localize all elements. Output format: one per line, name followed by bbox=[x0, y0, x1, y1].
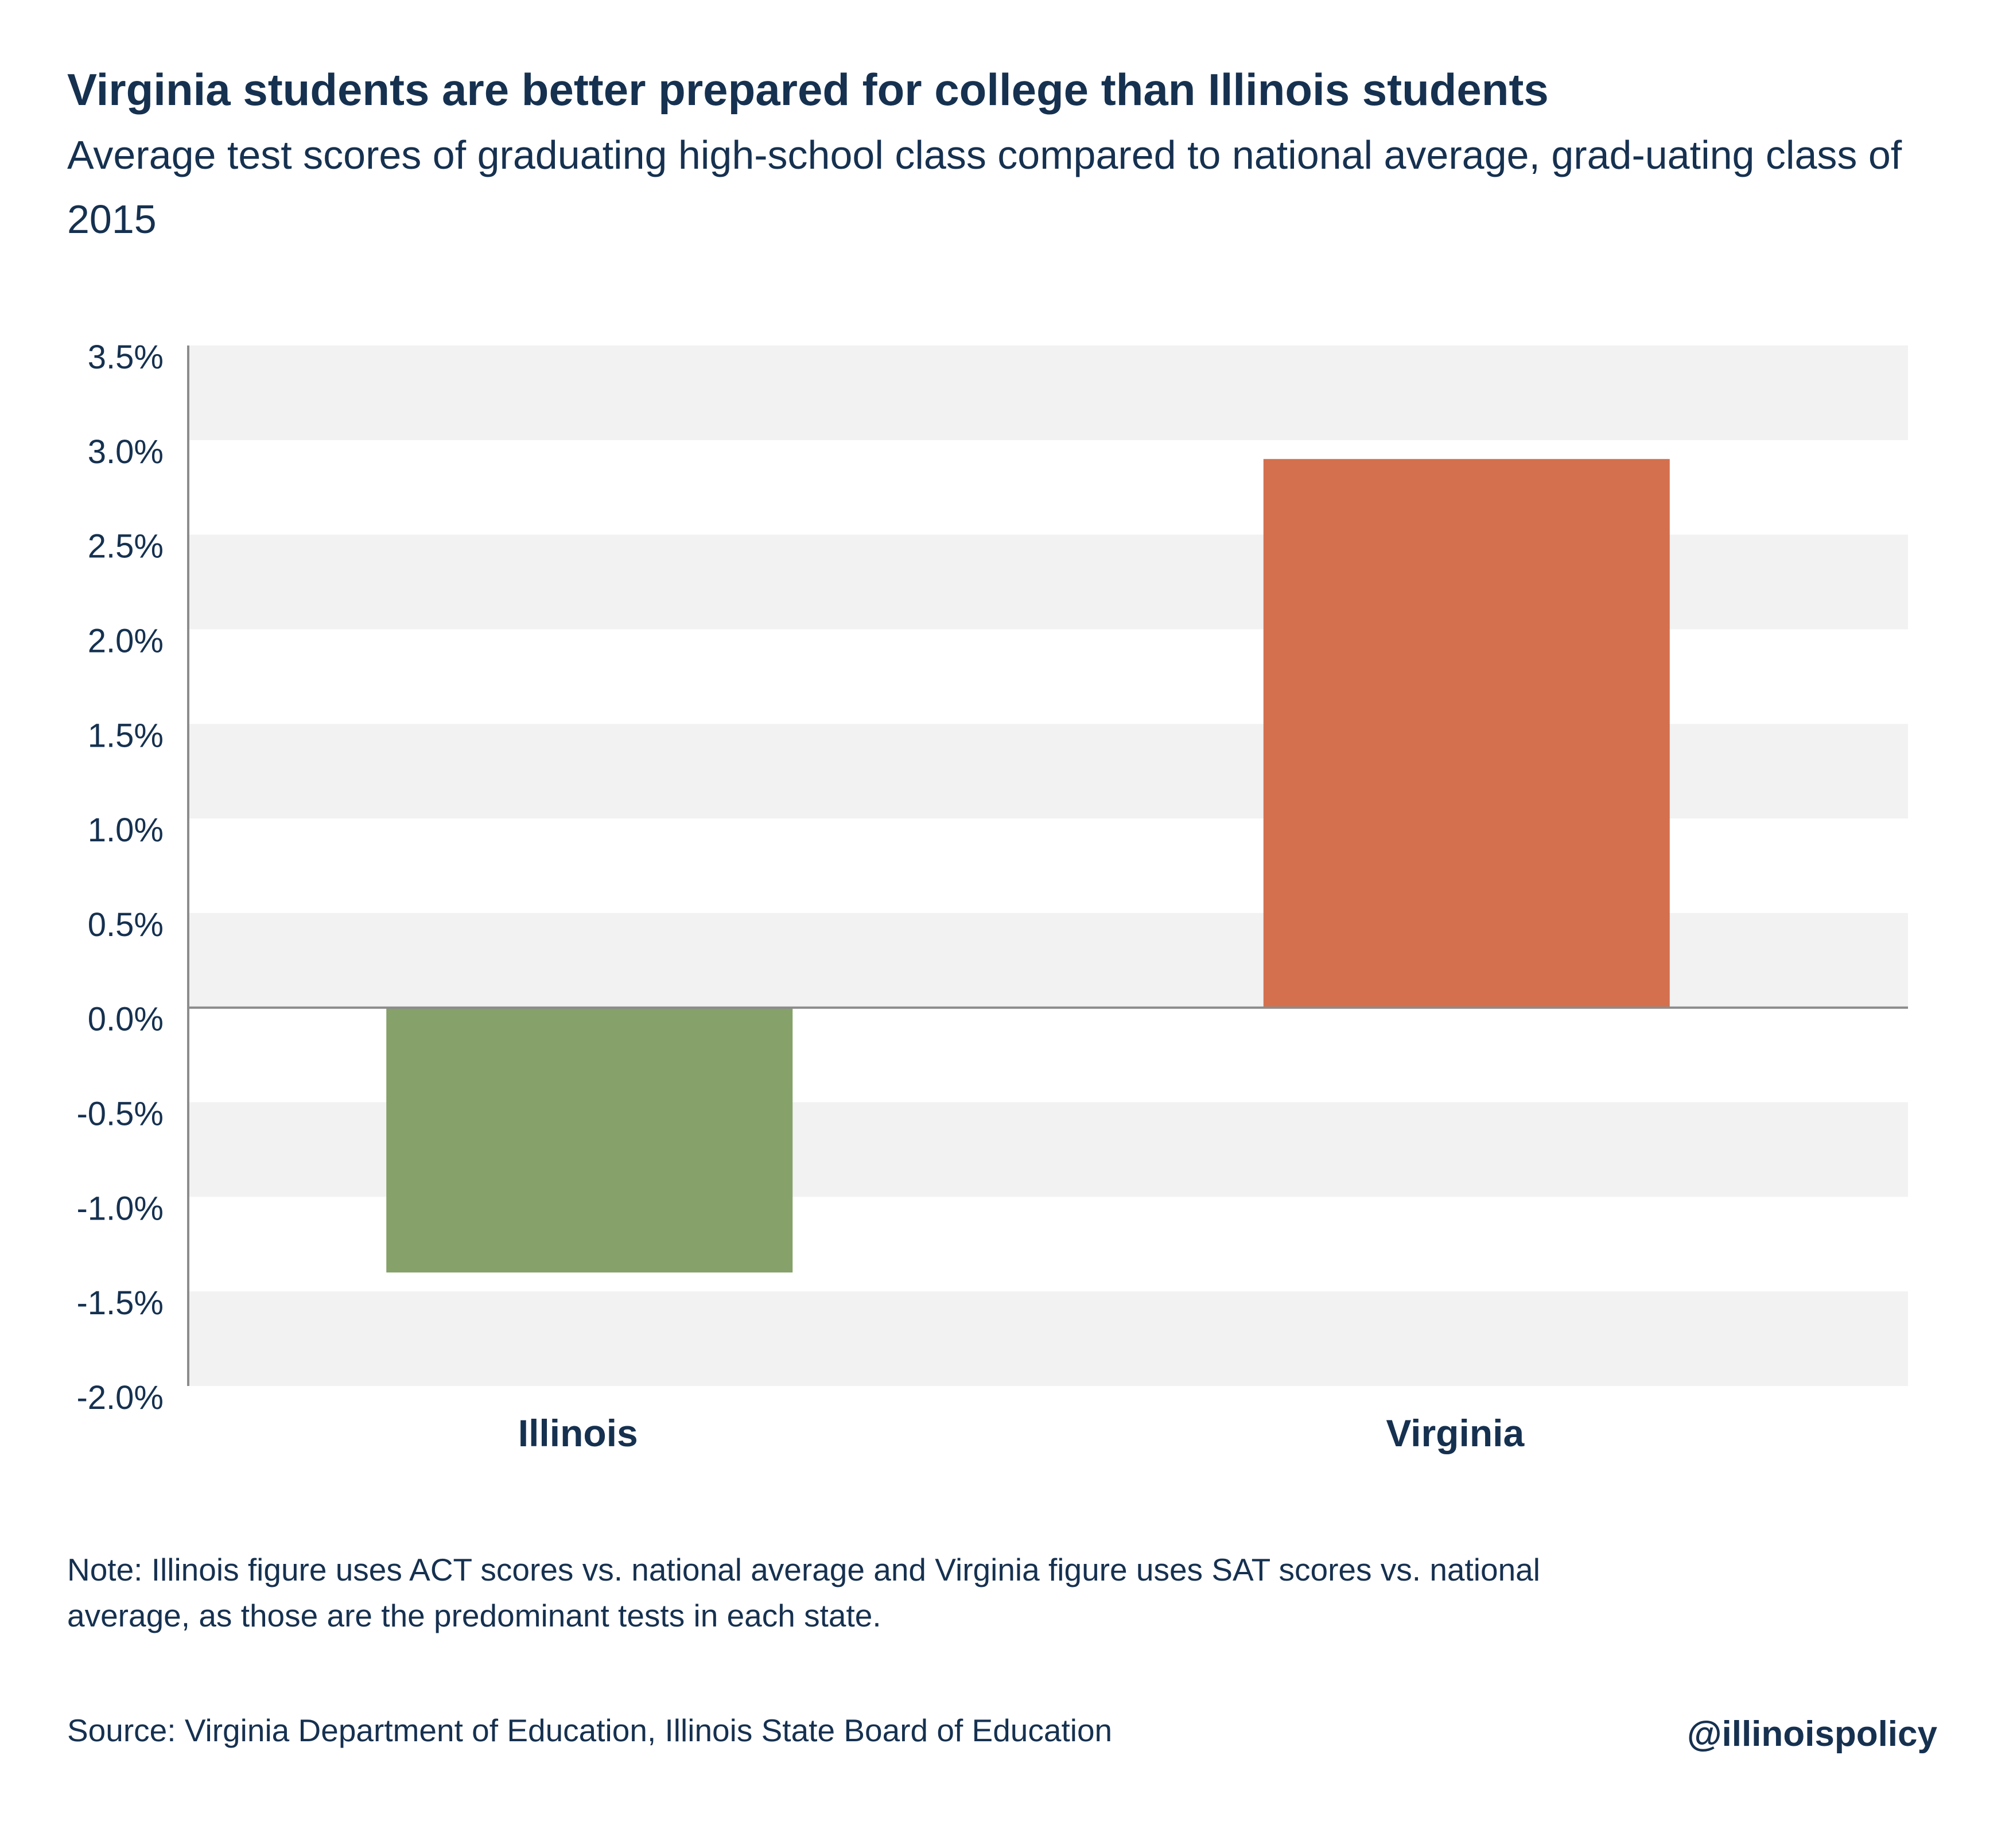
brand-handle: @illinoispolicy bbox=[1687, 1714, 1937, 1754]
x-category-label: Illinois bbox=[518, 1412, 638, 1454]
y-axis-tick-labels: 3.5% 3.0% 2.5% 2.0% 1.5% 1.0% 0.5% 0.0% -0.5% -1.… bbox=[76, 339, 164, 1416]
grid-band bbox=[188, 345, 1908, 440]
y-tick-label: 2.0% bbox=[88, 622, 164, 659]
y-tick-label: 0.0% bbox=[88, 1001, 164, 1038]
y-tick-label: -1.5% bbox=[76, 1284, 164, 1322]
y-tick-label: 3.0% bbox=[88, 433, 164, 471]
grid-band bbox=[188, 1291, 1908, 1386]
y-tick-label: -2.0% bbox=[76, 1379, 164, 1416]
y-tick-label: 3.5% bbox=[88, 339, 164, 376]
y-tick-label: 0.5% bbox=[88, 906, 164, 944]
chart-title: Virginia students are better prepared fo… bbox=[67, 64, 1549, 115]
y-tick-label: 1.0% bbox=[88, 812, 164, 849]
bar-virginia bbox=[1263, 459, 1670, 1008]
x-axis-category-labels: Illinois Virginia bbox=[518, 1412, 1525, 1454]
x-category-label: Virginia bbox=[1386, 1412, 1525, 1454]
bar-group bbox=[386, 459, 1670, 1273]
y-tick-label: 1.5% bbox=[88, 717, 164, 754]
y-tick-label: -1.0% bbox=[76, 1190, 164, 1227]
footnote: Note: Illinois figure uses ACT scores vs… bbox=[67, 1552, 1540, 1633]
y-tick-label: 2.5% bbox=[88, 528, 164, 565]
y-tick-label: -0.5% bbox=[76, 1096, 164, 1133]
bar-illinois bbox=[386, 1007, 793, 1273]
axes bbox=[187, 345, 1908, 1386]
chart-subtitle: Average test scores of graduating high-s… bbox=[67, 133, 1902, 242]
source-text: Source: Virginia Department of Education… bbox=[67, 1713, 1113, 1748]
